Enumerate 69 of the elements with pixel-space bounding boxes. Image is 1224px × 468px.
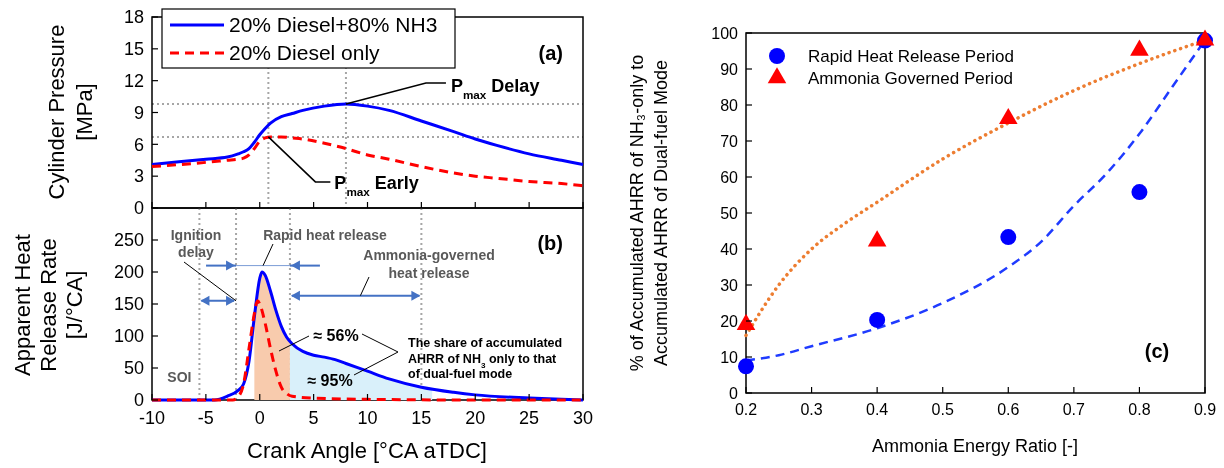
x-tick-label: 0.4 [866,401,889,419]
y-tick-label: 90 [720,60,739,78]
y-tick-label: 100 [113,326,144,347]
point [738,358,754,375]
x-axis-title: Ammonia Energy Ratio [-] [871,436,1079,456]
y-tick-label: 9 [133,102,144,123]
x-tick-label: 10 [357,408,378,429]
x-tick-label: -10 [138,408,166,429]
y-tick-label: 80 [720,96,739,114]
y-tick-label: 50 [123,358,144,379]
x-tick-label: 0.3 [800,401,823,419]
x-tick-label: 0.5 [931,401,954,419]
y-tick-label: 3 [133,166,144,187]
x-tick-label: -5 [197,408,214,429]
y-tick-label: 50 [720,204,739,222]
legend-label: 20% Diesel only [229,41,381,65]
y-tick-label: 150 [113,294,144,315]
x-tick-label: 20 [465,408,486,429]
x-tick-label: 0 [254,408,265,429]
point [1130,39,1149,56]
legend-label: 20% Diesel+80% NH3 [229,13,438,37]
x-tick-label: 5 [308,408,319,429]
annotation: ≈ 95% [307,372,353,389]
legend-label: Ammonia Governed Period [808,68,1014,88]
point [869,311,886,328]
point [1131,184,1148,201]
point [998,107,1018,125]
annotation: (a) [538,42,563,64]
point [1000,229,1017,246]
annotation: ≈ 56% [313,327,359,344]
annotation: Ammonia-governed heat release [363,247,495,281]
x-tick-label: 25 [519,408,540,429]
y-tick-label: 30 [720,276,739,294]
y-tick-label: 12 [123,70,144,91]
y-axis-title: Cylinder Pressure [MPa] [44,24,97,200]
y-tick-label: 0 [133,198,144,219]
y-tick-label: 40 [720,240,739,258]
x-tick-label: 15 [411,408,432,429]
x-tick-label: 0.8 [1128,401,1151,419]
y-tick-label: 6 [133,134,144,155]
y-tick-label: 100 [711,24,739,42]
annotation: The share of accumulated AHRR of NH$_{3}$ only to that of dual-fuel mode [408,336,563,381]
y-tick-label: 250 [113,230,144,251]
legend-label: Rapid Heat Release Period [808,46,1015,66]
y-tick-label: 18 [123,7,144,28]
y-tick-label: 20 [720,312,739,330]
x-tick-label: 30 [572,408,594,429]
line-series [150,102,585,166]
y-tick-label: 60 [720,168,739,186]
annotation: P$_{max}$ Early [334,172,419,198]
x-tick-label: 0.9 [1193,401,1217,419]
annotation: Ignition delay [170,227,222,260]
x-tick-label: 0.7 [1062,401,1086,419]
y-axis-title: % of Accumulated AHRR of NH₃-only to Accumulated AHRR of Dual-fuel Mode [627,54,671,372]
y-tick-label: 70 [720,132,739,150]
ref-line-label: SOI [167,369,192,385]
y-tick-label: 200 [113,262,144,283]
annotation: P$_{max}$ Delay [450,76,540,101]
annotation: (b) [537,232,563,254]
x-tick-label: 0.2 [734,401,758,419]
y-axis-title: Apparent Heat Release Rate [J/°CA] [10,234,87,376]
x-axis-title: Crank Angle [°CA aTDC] [247,438,487,463]
annotation: (c) [1144,340,1170,362]
annotation: Rapid heat release [263,227,388,243]
y-tick-label: 15 [123,39,144,60]
point [867,230,887,247]
x-tick-label: 0.6 [997,401,1020,419]
y-tick-label: 0 [729,384,739,402]
y-tick-label: 10 [720,348,739,366]
